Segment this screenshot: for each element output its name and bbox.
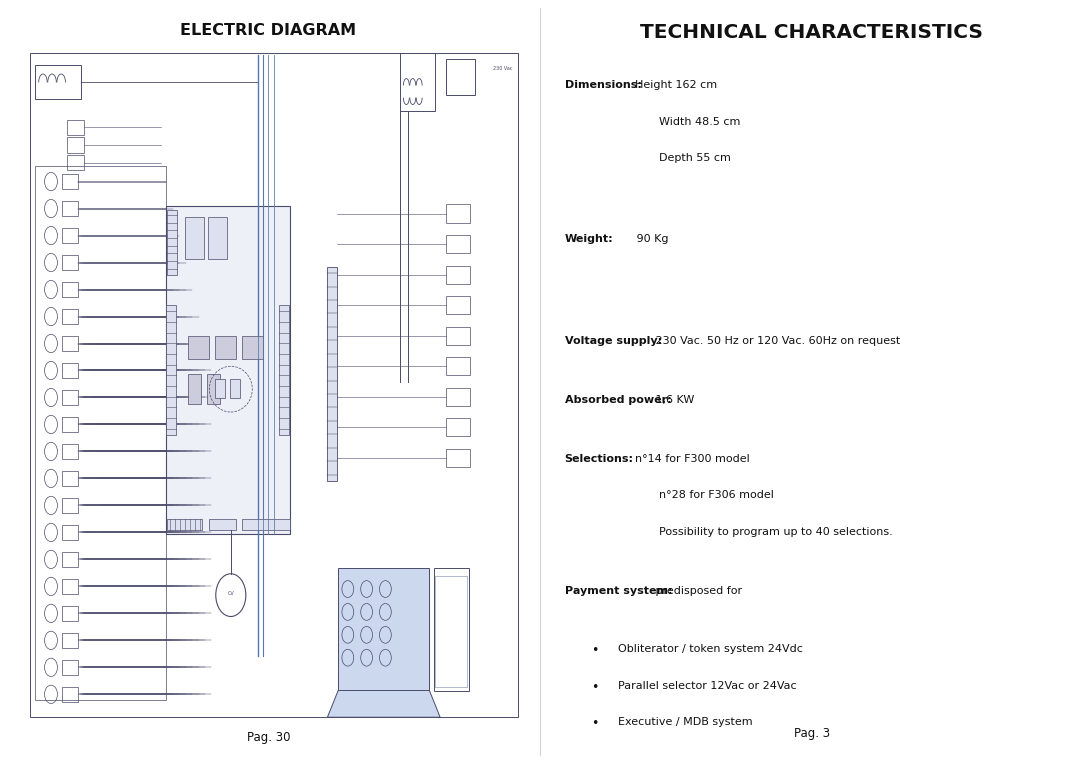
- Bar: [242, 336, 264, 359]
- Bar: [215, 336, 237, 359]
- Text: Selections:: Selections:: [565, 454, 634, 464]
- Bar: [434, 568, 469, 691]
- Bar: [62, 363, 78, 378]
- Text: 1,6 KW: 1,6 KW: [651, 395, 694, 405]
- Text: Voltage supply:: Voltage supply:: [565, 336, 662, 346]
- Bar: [166, 305, 176, 435]
- Bar: [62, 201, 78, 216]
- Bar: [62, 390, 78, 405]
- Bar: [35, 65, 81, 99]
- Text: Executive / MDB system: Executive / MDB system: [619, 717, 753, 727]
- Bar: [62, 309, 78, 324]
- Bar: [446, 296, 470, 314]
- Bar: [338, 568, 430, 691]
- Text: Possibility to program up to 40 selections.: Possibility to program up to 40 selectio…: [659, 527, 892, 537]
- Text: Obliterator / token system 24Vdc: Obliterator / token system 24Vdc: [619, 644, 804, 654]
- Bar: [62, 606, 78, 621]
- Bar: [279, 305, 288, 435]
- Bar: [167, 519, 202, 530]
- Bar: [62, 579, 78, 594]
- Bar: [62, 497, 78, 513]
- Bar: [400, 53, 435, 111]
- Bar: [62, 660, 78, 675]
- Text: 230 Vac: 230 Vac: [494, 66, 513, 71]
- Bar: [29, 53, 518, 717]
- Bar: [62, 174, 78, 189]
- Bar: [210, 519, 237, 530]
- Bar: [167, 210, 177, 275]
- Bar: [185, 217, 204, 259]
- Bar: [435, 576, 467, 687]
- Bar: [446, 357, 470, 375]
- Text: Pag. 3: Pag. 3: [794, 727, 829, 740]
- Text: 230 Vac. 50 Hz or 120 Vac. 60Hz on request: 230 Vac. 50 Hz or 120 Vac. 60Hz on reque…: [651, 336, 900, 346]
- Text: Pag. 30: Pag. 30: [246, 731, 291, 744]
- Bar: [188, 336, 210, 359]
- Text: Absorbed power:: Absorbed power:: [565, 395, 672, 405]
- Bar: [446, 327, 470, 345]
- Bar: [446, 59, 475, 95]
- Bar: [208, 217, 227, 259]
- Bar: [230, 379, 241, 398]
- Bar: [62, 471, 78, 486]
- Bar: [446, 388, 470, 406]
- Text: ELECTRIC DIAGRAM: ELECTRIC DIAGRAM: [180, 23, 356, 38]
- Bar: [67, 120, 84, 135]
- Text: TECHNICAL CHARACTERISTICS: TECHNICAL CHARACTERISTICS: [640, 23, 983, 42]
- Bar: [62, 282, 78, 297]
- Bar: [446, 418, 470, 436]
- Text: Weight:: Weight:: [565, 234, 613, 244]
- Bar: [67, 155, 84, 170]
- Text: predisposed for: predisposed for: [651, 585, 742, 596]
- Text: Parallel selector 12Vac or 24Vac: Parallel selector 12Vac or 24Vac: [619, 681, 797, 691]
- Text: Depth 55 cm: Depth 55 cm: [659, 153, 730, 163]
- Text: •: •: [592, 644, 599, 657]
- Bar: [327, 267, 337, 481]
- Text: 90 Kg: 90 Kg: [605, 234, 669, 244]
- Bar: [62, 228, 78, 243]
- Bar: [62, 444, 78, 459]
- Bar: [62, 552, 78, 567]
- Bar: [446, 204, 470, 223]
- Bar: [446, 266, 470, 284]
- Text: Payment system:: Payment system:: [565, 585, 672, 596]
- Text: •: •: [592, 681, 599, 694]
- Bar: [215, 379, 226, 398]
- Bar: [62, 336, 78, 351]
- Bar: [446, 449, 470, 467]
- Text: Dimensions:: Dimensions:: [565, 80, 642, 90]
- Bar: [62, 417, 78, 432]
- Bar: [446, 235, 470, 253]
- Text: Width 48.5 cm: Width 48.5 cm: [659, 117, 740, 127]
- Bar: [242, 519, 289, 530]
- Bar: [62, 525, 78, 540]
- Bar: [166, 206, 289, 534]
- Text: CV: CV: [228, 591, 234, 596]
- Bar: [62, 255, 78, 270]
- Bar: [188, 374, 201, 404]
- Text: Height 162 cm: Height 162 cm: [629, 80, 717, 90]
- Polygon shape: [327, 691, 441, 717]
- Bar: [62, 687, 78, 702]
- Text: n°14 for F300 model: n°14 for F300 model: [629, 454, 751, 464]
- Bar: [67, 137, 84, 153]
- Text: •: •: [592, 717, 599, 730]
- Bar: [62, 633, 78, 648]
- Bar: [206, 374, 220, 404]
- Text: n°28 for F306 model: n°28 for F306 model: [659, 491, 773, 501]
- Bar: [35, 166, 166, 700]
